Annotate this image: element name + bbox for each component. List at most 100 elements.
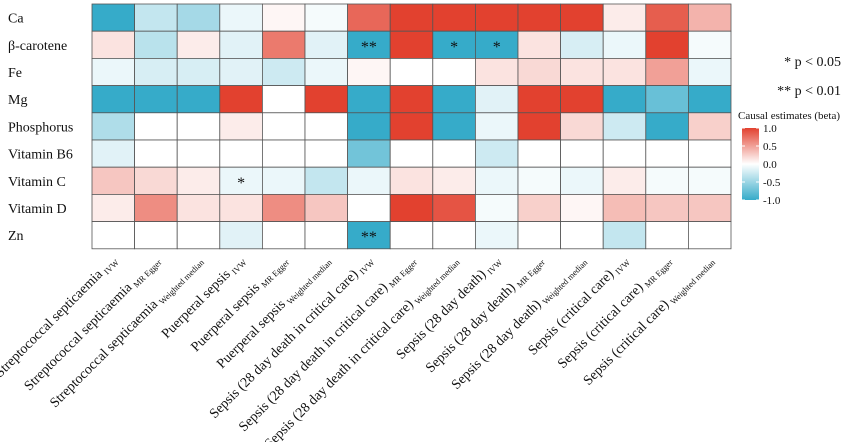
heatmap-cell xyxy=(517,58,561,87)
heatmap-cell xyxy=(517,3,561,32)
heatmap-cell xyxy=(304,58,348,87)
heatmap-cell xyxy=(219,3,263,32)
heatmap-cell xyxy=(602,3,647,32)
heatmap-cell xyxy=(517,30,561,59)
heatmap-cell xyxy=(304,166,348,195)
heatmap-cell xyxy=(304,112,348,141)
heatmap-cell xyxy=(645,85,689,114)
heatmap-cell xyxy=(389,166,434,195)
heatmap-cell xyxy=(347,139,391,168)
heatmap-cell xyxy=(389,3,434,32)
heatmap-cell xyxy=(645,139,689,168)
heatmap-cells xyxy=(91,3,732,250)
heatmap-cell xyxy=(474,221,519,250)
colorbar-tick-label: 0.0 xyxy=(763,159,777,171)
heatmap-cell xyxy=(645,30,689,59)
heatmap-cell xyxy=(134,30,178,59)
row-label: Vitamin B6 xyxy=(8,148,73,163)
heatmap-cell xyxy=(560,139,604,168)
significance-note: * p < 0.05 xyxy=(784,55,841,70)
heatmap-cell xyxy=(134,3,178,32)
heatmap-cell xyxy=(517,193,561,222)
significance-legend: * p < 0.05 ** p < 0.01 xyxy=(777,55,841,99)
colorbar-tick-label: 0.5 xyxy=(763,141,777,153)
heatmap-cell xyxy=(432,112,476,141)
heatmap-cell xyxy=(261,112,306,141)
heatmap-cell xyxy=(560,3,604,32)
significance-star: * xyxy=(493,39,501,56)
row-label: Ca xyxy=(8,12,24,27)
colorbar-tick-label: -1.0 xyxy=(763,195,781,207)
heatmap-cell xyxy=(432,58,476,87)
heatmap-cell xyxy=(602,85,647,114)
heatmap-cell xyxy=(602,193,647,222)
heatmap-cell xyxy=(474,3,519,32)
row-label: Phosphorus xyxy=(8,120,73,135)
heatmap-cell xyxy=(389,221,434,250)
heatmap-cell xyxy=(645,3,689,32)
heatmap-cell xyxy=(560,85,604,114)
heatmap-cell xyxy=(261,139,306,168)
heatmap-cell xyxy=(176,58,221,87)
column-labels: Streptococcal septicaemiaIVWStreptococca… xyxy=(0,252,718,442)
heatmap-cell xyxy=(602,221,647,250)
row-label: Zn xyxy=(8,229,24,244)
heatmap-cell xyxy=(91,193,135,222)
heatmap-cell xyxy=(560,58,604,87)
heatmap-cell xyxy=(560,166,604,195)
heatmap-cell xyxy=(602,30,647,59)
row-label: Mg xyxy=(8,93,27,108)
colorbar-title: Causal estimates (beta) xyxy=(738,110,840,122)
heatmap-cell xyxy=(304,193,348,222)
heatmap-cell xyxy=(219,58,263,87)
heatmap-cell xyxy=(176,85,221,114)
heatmap-cell xyxy=(560,221,604,250)
heatmap-cell xyxy=(176,139,221,168)
row-label: Vitamin C xyxy=(8,175,66,190)
heatmap-cell xyxy=(304,30,348,59)
heatmap-cell xyxy=(474,193,519,222)
row-label: Fe xyxy=(8,66,22,81)
heatmap-cell xyxy=(645,193,689,222)
heatmap-cell xyxy=(688,221,732,250)
heatmap-cell xyxy=(432,30,476,59)
column-label: Streptococcal septicaemiaWeighted median xyxy=(47,252,206,411)
heatmap-cell xyxy=(347,85,391,114)
heatmap-cell xyxy=(432,166,476,195)
significance-star: * xyxy=(450,39,458,56)
heatmap-cell xyxy=(261,221,306,250)
heatmap-cell xyxy=(91,112,135,141)
heatmap-cell xyxy=(261,30,306,59)
heatmap-cell xyxy=(176,166,221,195)
heatmap-cell xyxy=(176,193,221,222)
heatmap-cell xyxy=(261,193,306,222)
heatmap-cell xyxy=(602,139,647,168)
significance-star: ** xyxy=(361,39,377,56)
significance-note: ** p < 0.01 xyxy=(777,84,841,99)
heatmap-cell xyxy=(389,139,434,168)
heatmap-cell xyxy=(134,166,178,195)
row-label: Vitamin D xyxy=(8,202,67,217)
heatmap-cell xyxy=(688,85,732,114)
heatmap-cell xyxy=(517,85,561,114)
colorbar: Causal estimates (beta)1.0 0.5 0.0 -0.5 -1.0 xyxy=(738,110,840,207)
heatmap-cell xyxy=(347,193,391,222)
significance-markers: ** * **** xyxy=(237,39,501,246)
heatmap-cell xyxy=(432,139,476,168)
heatmap-cell xyxy=(688,3,732,32)
heatmap-cell xyxy=(347,166,391,195)
colorbar-tick-label: -0.5 xyxy=(763,177,781,189)
heatmap-cell xyxy=(560,193,604,222)
heatmap-cell xyxy=(645,58,689,87)
heatmap-cell xyxy=(602,112,647,141)
heatmap-cell xyxy=(389,193,434,222)
heatmap-cell xyxy=(474,112,519,141)
heatmap-cell xyxy=(517,221,561,250)
heatmap-cell xyxy=(517,112,561,141)
heatmap-cell xyxy=(688,30,732,59)
heatmap-cell xyxy=(134,139,178,168)
row-labels: Ca β-carotene Fe Mg Phosphorus Vitamin B6 Vita… xyxy=(8,12,73,245)
heatmap-cell xyxy=(347,58,391,87)
heatmap-cell xyxy=(176,30,221,59)
